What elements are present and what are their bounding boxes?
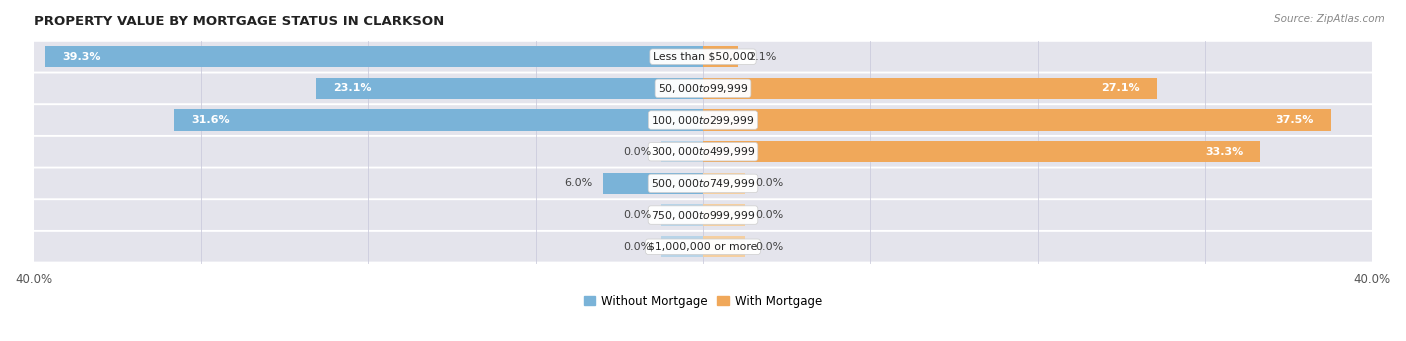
FancyBboxPatch shape [34,42,1372,72]
Text: 31.6%: 31.6% [191,115,229,125]
Text: 0.0%: 0.0% [623,210,651,220]
Bar [703,204,745,226]
Text: $300,000 to $499,999: $300,000 to $499,999 [651,145,755,158]
Text: 2.1%: 2.1% [748,52,776,62]
Legend: Without Mortgage, With Mortgage: Without Mortgage, With Mortgage [579,290,827,312]
Text: Source: ZipAtlas.com: Source: ZipAtlas.com [1274,14,1385,24]
Text: $50,000 to $99,999: $50,000 to $99,999 [658,82,748,95]
FancyBboxPatch shape [34,200,1372,230]
Text: 37.5%: 37.5% [1275,115,1313,125]
Bar [703,109,1330,131]
Text: $750,000 to $999,999: $750,000 to $999,999 [651,209,755,222]
FancyBboxPatch shape [34,137,1372,167]
Bar [603,173,703,194]
Text: 39.3%: 39.3% [62,52,100,62]
Text: Less than $50,000: Less than $50,000 [652,52,754,62]
Text: 0.0%: 0.0% [755,178,783,188]
Bar [661,204,703,226]
Text: $500,000 to $749,999: $500,000 to $749,999 [651,177,755,190]
Text: 33.3%: 33.3% [1205,147,1243,157]
Text: 6.0%: 6.0% [564,178,592,188]
Text: 0.0%: 0.0% [623,147,651,157]
FancyBboxPatch shape [34,232,1372,262]
FancyBboxPatch shape [34,105,1372,135]
Bar [703,236,745,257]
Text: $1,000,000 or more: $1,000,000 or more [648,242,758,252]
FancyBboxPatch shape [34,168,1372,198]
Bar [661,141,703,162]
FancyBboxPatch shape [34,73,1372,103]
Bar [703,46,738,68]
Bar [316,78,703,99]
Text: PROPERTY VALUE BY MORTGAGE STATUS IN CLARKSON: PROPERTY VALUE BY MORTGAGE STATUS IN CLA… [34,15,444,28]
Bar [703,78,1157,99]
Bar [45,46,703,68]
Bar [174,109,703,131]
Text: 0.0%: 0.0% [623,242,651,252]
Text: 0.0%: 0.0% [755,210,783,220]
Text: 0.0%: 0.0% [755,242,783,252]
Bar [703,141,1260,162]
Bar [703,173,745,194]
Bar [661,236,703,257]
Text: 23.1%: 23.1% [333,83,371,93]
Text: 27.1%: 27.1% [1101,83,1140,93]
Text: $100,000 to $299,999: $100,000 to $299,999 [651,114,755,127]
